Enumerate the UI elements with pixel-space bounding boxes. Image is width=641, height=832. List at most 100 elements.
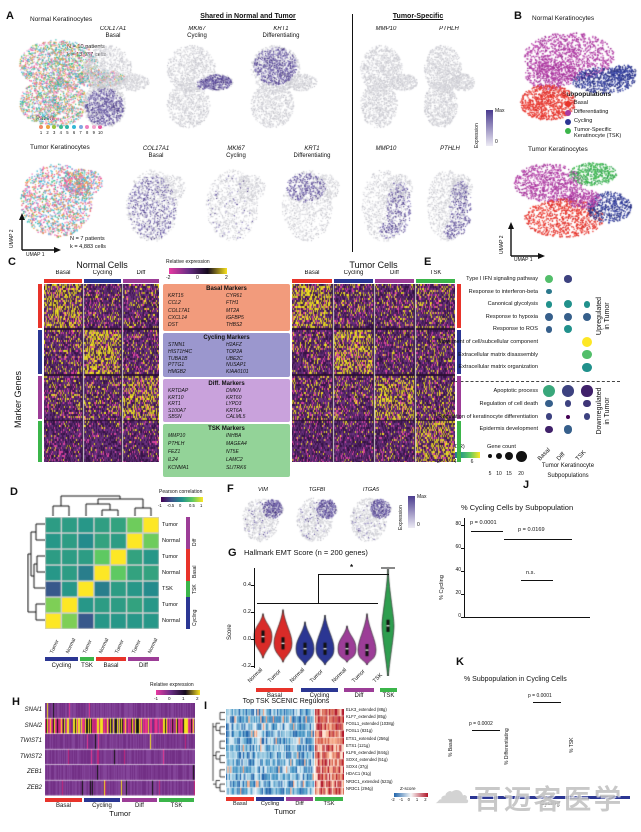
c-row-bar-left [38,421,42,462]
c-col-label-normal: Basal [43,270,83,277]
e-dotplot-dot [584,301,591,308]
a-feature-tumor-MMP10 [356,162,418,252]
d-row-group-label: TSK [193,584,198,594]
e-dotplot-dot [564,300,572,308]
c-marker-gene: SBSN [168,415,182,421]
e-dotplot-dot [545,400,552,407]
h-group-label: Basal [49,803,79,810]
g-group-label: Diff [344,693,374,700]
e-count-dot [496,453,502,459]
j-y-tickmark [461,571,464,572]
feature-gene-label: KRT1 [282,146,342,153]
f-expression-label: Expression [399,505,404,530]
feature-subtitle: Basal [121,153,191,160]
c-legend-tick: 0 [196,276,199,282]
e-count-size: 20 [515,472,527,478]
i-regulon-label: FOSL1_extended (1038g) [346,722,394,727]
k2-p-line [533,702,561,703]
c-marker-gene: IGFBP5 [226,316,244,322]
i-group-bar [286,797,313,801]
i-regulon-label: SOX4 (37g) [346,765,368,770]
i-x-label: Tumor [226,808,344,817]
a-umap-x-label: UMAP 1 [26,253,45,259]
a-expression-max: Max [495,109,504,115]
d-col-group-label: Diff [129,663,159,670]
c-marker-gene: THBS2 [226,323,242,329]
i-group-label: Cycling [255,801,285,807]
i-regulon-label: KLF6_extended (844g) [346,751,389,756]
j-p2-line [504,539,572,540]
d-row-label: TSK [162,586,173,592]
a-feature-tumor-COL17A1 [120,162,192,252]
c-marker-gene: TOP2A [226,350,242,356]
patient-legend-dot [39,125,43,129]
g-sig-vert [318,574,319,603]
c-row-bar-left [38,284,42,328]
c-marker-gene: IL24 [168,458,178,464]
c-col-bar-tumor [292,279,332,283]
j-y-tick: 20 [448,591,461,597]
a-tumor-specific-header: Tumor-Specific [368,13,468,21]
panel-i-label: I [204,700,207,713]
g-group-bar [380,688,397,692]
d-legend-tick: 0.5 [189,504,195,509]
a-feature-tumor-KRT1 [276,162,346,252]
e-row-label: Canonical glycolysis [338,301,538,307]
d-row-label: Tumor [162,522,178,528]
a-shared-header: Shared in Normal and Tumor [158,13,338,21]
h-gene-label: TWIST1 [12,738,42,745]
e-dotplot-dot [546,289,552,295]
panel-a-label: A [6,10,14,23]
h-group-bar [159,798,194,802]
d-dendro-left [27,516,45,629]
a-expression-min: 0 [495,140,498,146]
panel-c-label: C [8,256,16,269]
c-marker-gene: MT2A [226,309,239,315]
j-y-tick: 60 [448,545,461,551]
i-legend-tick: 0 [408,798,410,803]
k1-y-label: % Basal [449,739,454,757]
j-ns: n.s. [526,570,535,576]
f-expression-max: Max [417,495,426,501]
e-row-label: Response to hypoxia [338,314,538,320]
a-tumor-title: Tumor Keratinocytes [30,144,90,151]
b-normal-title: Normal Keratinocytes [532,15,594,22]
e-dotplot-dot [582,350,591,359]
g-tsk-cap [381,567,395,569]
e-row-label: Response to ROS [338,326,538,332]
j-p2: p = 0.0169 [518,527,545,533]
e-dotplot-dot [545,426,552,433]
f-feature-TGFBI [292,493,342,548]
c-marker-gene: DMKN [226,389,241,395]
d-row-group-bar [186,517,190,549]
k-title: % Subpopulation in Cycling Cells [464,676,567,684]
i-regulon-label: KLF7_extended (85g) [346,715,387,720]
c-col-bar-normal [44,279,82,283]
watermark-cloud-icon: ☁ [434,770,470,812]
h-legend-tick: 1 [182,696,185,701]
c-marker-box-title: TSK Markers [163,426,290,433]
feature-subtitle: Cycling [201,153,271,160]
e-dotplot-dot [546,326,553,333]
c-legend-colorbar [169,268,227,274]
d-col-group-bar [45,657,78,661]
c-marker-box-title: Cycling Markers [163,335,290,342]
b-tumor-title: Tumor Keratinocytes [528,146,588,153]
j-x-axis [464,617,590,618]
i-group-label: Diff [285,801,315,807]
i-dendro-canvas [211,709,225,795]
d-correlation-heatmap [45,517,159,629]
e-fdr-tick: 2 [437,460,440,466]
panel-j-label: J [523,479,529,492]
g-sig-line-upper [318,574,389,575]
d-legend-tick: 0 [179,504,181,509]
patient-legend-dot [59,125,63,129]
feature-gene-label: MMP10 [356,146,416,153]
c-marker-gene: INHBA [226,434,241,440]
d-row-group-bar [186,549,190,581]
i-heatmap-canvas [226,709,344,795]
j-ns-line [521,580,553,581]
panel-k-label: K [456,656,464,669]
i-regulon-label: SOX4_extended (51g) [346,758,388,763]
subpopulation-legend-label: Differentiating [574,109,608,115]
